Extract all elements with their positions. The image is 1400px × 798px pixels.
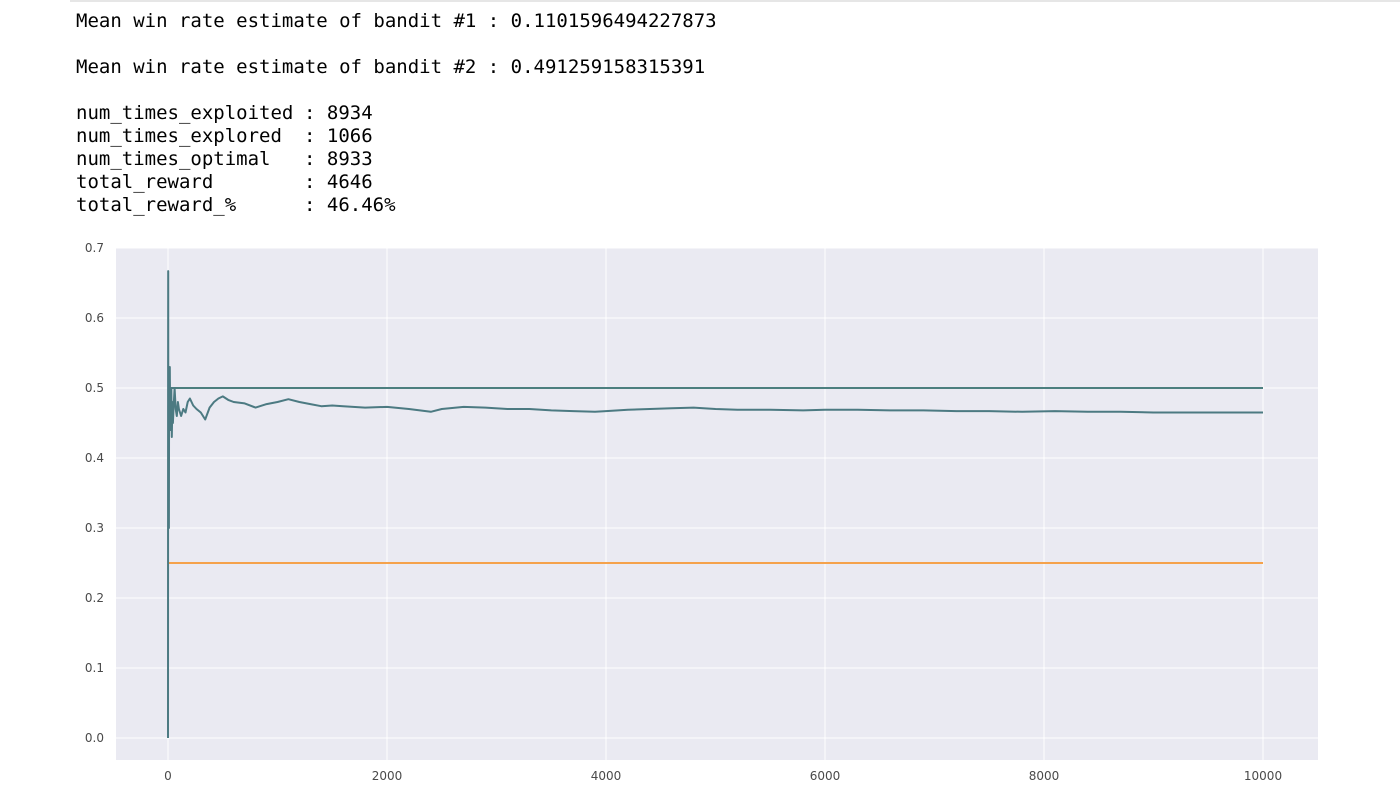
stat-row: num_times_explored : 1066 xyxy=(76,125,717,148)
stat-key: num_times_exploited xyxy=(76,102,294,124)
stat-key: num_times_optimal xyxy=(76,148,271,170)
stat-value: : 46.46% xyxy=(304,194,396,216)
y-tick-label: 0.0 xyxy=(85,731,104,745)
x-tick-label: 0 xyxy=(164,769,172,783)
x-tick-label: 2000 xyxy=(372,769,403,783)
x-axis-ticks: 0 2000 4000 6000 8000 10000 xyxy=(164,769,1282,783)
chart-container: 0 2000 4000 6000 8000 10000 0.0 0.1 0.2 0.3 0.4 0.… xyxy=(0,230,1400,798)
y-tick-label: 0.1 xyxy=(85,661,104,675)
stat-row: total_reward : 4646 xyxy=(76,171,717,194)
stat-row: num_times_optimal : 8933 xyxy=(76,148,717,171)
y-axis-ticks: 0.0 0.1 0.2 0.3 0.4 0.5 0.6 0.7 xyxy=(85,241,104,745)
stat-value: : 8934 xyxy=(304,102,373,124)
text-output: Mean win rate estimate of bandit #1 : 0.… xyxy=(76,10,717,217)
y-tick-label: 0.4 xyxy=(85,451,104,465)
y-tick-label: 0.2 xyxy=(85,591,104,605)
stat-value: : 4646 xyxy=(304,171,373,193)
y-tick-label: 0.6 xyxy=(85,311,104,325)
stat-row: num_times_exploited : 8934 xyxy=(76,102,717,125)
y-tick-label: 0.3 xyxy=(85,521,104,535)
series-line-3 xyxy=(167,270,1263,739)
stat-value: : 8933 xyxy=(304,148,373,170)
stats-list: num_times_exploited : 8934 num_times_expl… xyxy=(76,102,717,217)
series-group xyxy=(167,270,1263,739)
stat-key: total_reward_% xyxy=(76,194,237,216)
bandit-2-estimate: Mean win rate estimate of bandit #2 : 0.… xyxy=(76,56,706,78)
x-tick-label: 8000 xyxy=(1029,769,1060,783)
x-tick-label: 4000 xyxy=(591,769,622,783)
x-tick-label: 6000 xyxy=(810,769,841,783)
plot-background xyxy=(116,248,1318,760)
stat-key: total_reward xyxy=(76,171,214,193)
y-tick-label: 0.7 xyxy=(85,241,104,255)
x-tick-label: 10000 xyxy=(1244,769,1282,783)
stat-row: total_reward_% : 46.46% xyxy=(76,194,717,217)
line-chart: 0 2000 4000 6000 8000 10000 0.00.10.20.30.40.… xyxy=(85,241,1318,783)
y-tick-label: 0.5 xyxy=(85,381,104,395)
bandit-1-estimate: Mean win rate estimate of bandit #1 : 0.… xyxy=(76,10,717,32)
cell-divider xyxy=(70,0,1400,2)
stat-value: : 1066 xyxy=(304,125,373,147)
stat-key: num_times_explored xyxy=(76,125,282,147)
